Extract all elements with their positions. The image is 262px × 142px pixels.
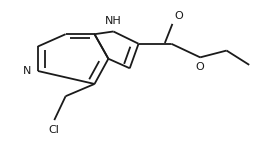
Text: NH: NH bbox=[105, 16, 122, 26]
Text: N: N bbox=[23, 66, 32, 76]
Text: O: O bbox=[174, 11, 183, 21]
Text: Cl: Cl bbox=[49, 125, 60, 135]
Text: O: O bbox=[196, 62, 205, 72]
